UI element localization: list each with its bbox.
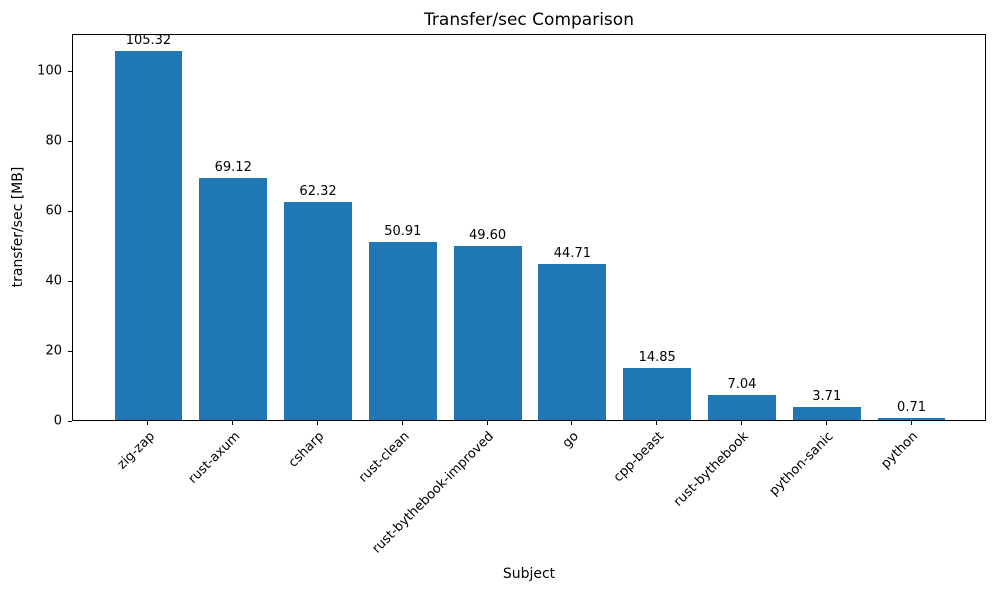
x-tick-mark: [656, 421, 658, 425]
x-tick-label: cpp-beast: [610, 429, 667, 486]
plot-area: 105.32 69.12 62.32 50.91 49.60 44.71 14.85 7.04…: [72, 33, 986, 421]
x-tick-label: rust-clean: [355, 429, 413, 486]
x-tick-mark: [147, 421, 149, 425]
bar-value-label: 7.04: [727, 377, 757, 393]
y-tick-label: 0: [53, 413, 62, 429]
x-tick-label: csharp: [286, 429, 328, 471]
y-tick-label: 60: [45, 203, 62, 219]
y-tick-label: 80: [45, 133, 62, 149]
x-tick-mark: [401, 421, 403, 425]
y-tick-mark: [68, 281, 72, 283]
x-tick-mark: [825, 421, 827, 425]
bar-value-label: 49.60: [468, 228, 507, 244]
bar: [284, 201, 352, 420]
bar: [538, 263, 607, 420]
x-tick-mark: [232, 421, 234, 425]
bar-value-label: 0.71: [897, 399, 927, 415]
bar-value-label: 44.71: [553, 245, 591, 261]
bar: [114, 51, 183, 420]
y-tick-mark: [68, 211, 72, 213]
y-tick-label: 100: [37, 63, 62, 79]
y-tick-label: 20: [45, 343, 62, 359]
x-tick-label: zig-zap: [114, 429, 159, 473]
chart-title: Transfer/sec Comparison: [424, 10, 634, 30]
bar-value-label: 105.32: [125, 33, 172, 49]
y-axis-label: transfer/sec [MB]: [10, 166, 26, 288]
bar-value-label: 50.91: [384, 223, 422, 239]
bar: [792, 407, 861, 420]
x-tick-mark: [486, 421, 488, 425]
bar-value-label: 14.85: [638, 350, 676, 366]
y-tick-mark: [68, 351, 72, 353]
y-tick-mark: [68, 71, 72, 73]
bar: [708, 395, 776, 420]
x-tick-mark: [740, 421, 742, 425]
x-tick-mark: [910, 421, 912, 425]
y-tick-label: 40: [45, 273, 62, 289]
y-tick-mark: [68, 421, 72, 422]
x-tick-label: go: [559, 429, 582, 452]
bar: [453, 246, 522, 420]
bar-value-label: 62.32: [299, 183, 337, 199]
x-tick-label: python: [878, 429, 922, 472]
x-axis-label: Subject: [502, 566, 556, 582]
x-tick-mark: [317, 421, 319, 425]
bar: [623, 368, 692, 420]
x-tick-mark: [571, 421, 573, 425]
bar-value-label: 3.71: [812, 389, 842, 405]
bar: [368, 241, 437, 420]
bar: [199, 178, 268, 420]
x-tick-label: rust-axum: [185, 429, 243, 487]
bar-value-label: 69.12: [214, 160, 252, 176]
x-tick-label: rust-bythebook: [670, 429, 752, 510]
y-tick-mark: [68, 141, 72, 143]
bar: [877, 417, 946, 420]
x-tick-label: python-sanic: [766, 429, 837, 499]
